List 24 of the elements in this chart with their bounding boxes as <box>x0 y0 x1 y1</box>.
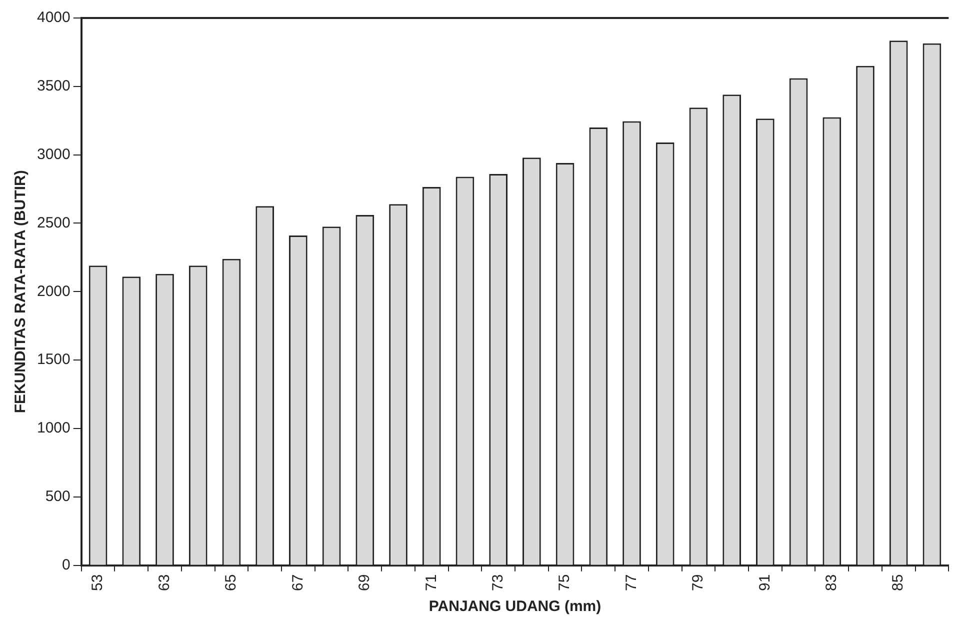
x-axis-title: PANJANG UDANG (mm) <box>428 598 602 616</box>
x-tick-label: 53 <box>89 574 106 592</box>
x-tick-label: 73 <box>489 574 506 592</box>
y-tick-label: 2500 <box>36 214 70 232</box>
x-tick-label: 69 <box>356 574 374 592</box>
x-tick-label: 71 <box>422 574 440 592</box>
y-tick-label: 2000 <box>36 282 70 300</box>
x-tick-label: 79 <box>690 574 707 592</box>
y-tick-label: 1000 <box>36 420 70 437</box>
y-axis-title: FEKUNDITAS RATA-RATA (BUTIR) <box>12 170 30 414</box>
y-tick-label: 4000 <box>36 9 70 26</box>
y-tick-label: 3000 <box>36 146 70 163</box>
y-tick-label: 1500 <box>36 351 70 368</box>
y-tick-label: 500 <box>45 488 70 506</box>
x-tick-label: 83 <box>823 574 840 592</box>
x-tick-label: 67 <box>289 574 306 592</box>
x-tick-label: 91 <box>756 574 774 592</box>
y-tick-label: 0 <box>62 556 70 574</box>
x-tick-label: 63 <box>156 574 173 592</box>
y-tick-label: 3500 <box>36 78 70 95</box>
x-tick-label: 65 <box>222 574 240 592</box>
x-tick-label: 75 <box>556 574 574 592</box>
x-tick-label: 77 <box>622 574 640 592</box>
x-tick-label: 85 <box>890 574 907 592</box>
